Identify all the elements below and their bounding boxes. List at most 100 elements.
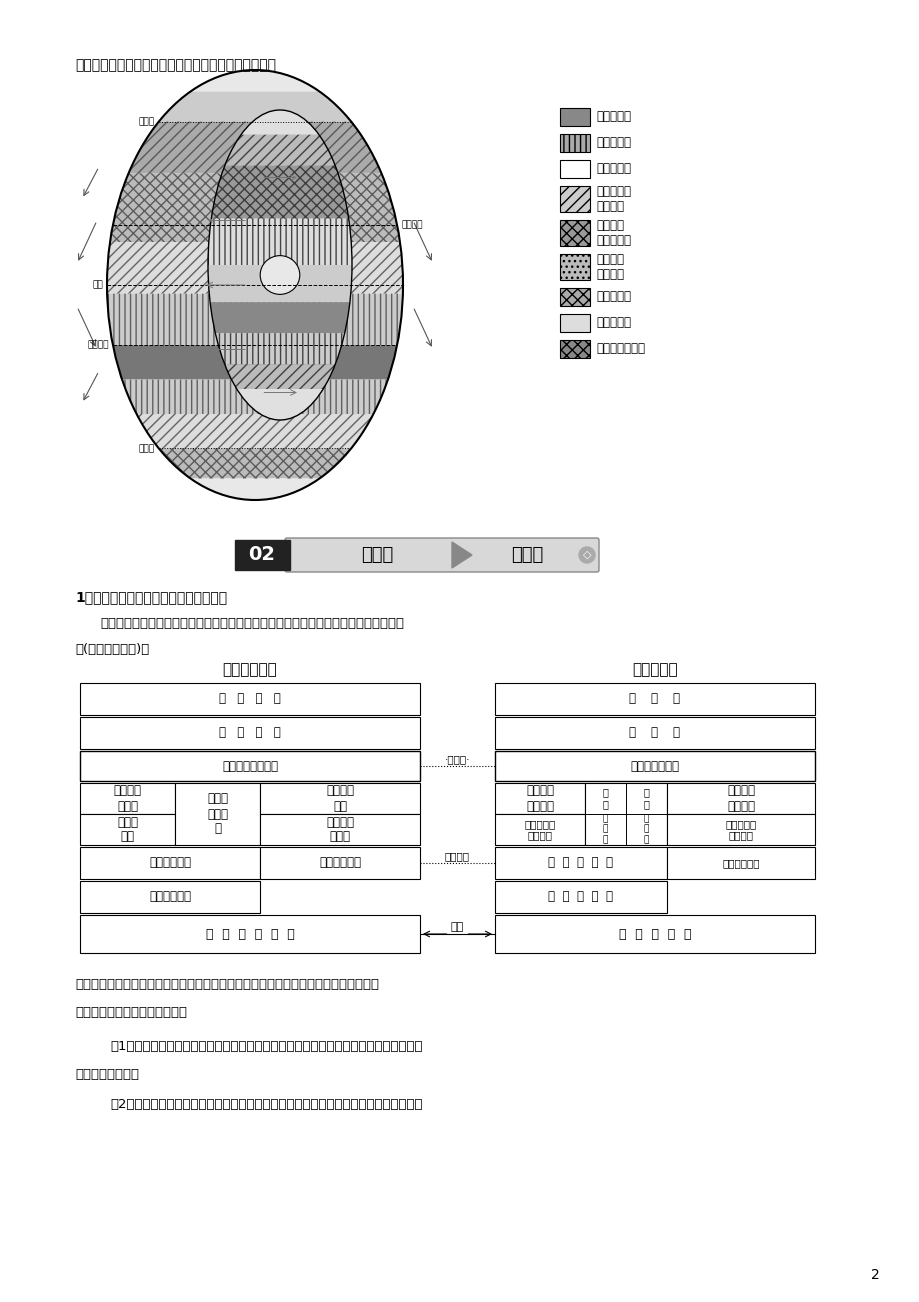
Bar — [560, 186, 589, 212]
Polygon shape — [113, 345, 397, 380]
Bar — [80, 717, 420, 749]
Bar — [260, 814, 420, 845]
Bar — [560, 288, 589, 306]
Bar — [560, 108, 589, 126]
Text: （1）相同的自然带对应的气候类型不尽相同，如温带落叶阔叶林带对应温带海洋性气候: （1）相同的自然带对应的气候类型不尽相同，如温带落叶阔叶林带对应温带海洋性气候 — [110, 1040, 422, 1053]
Text: 冰    原    带: 冰 原 带 — [629, 693, 680, 706]
Bar — [494, 783, 584, 814]
Bar — [560, 288, 589, 306]
Polygon shape — [224, 135, 335, 165]
Polygon shape — [236, 389, 323, 421]
Text: 荒
漠
带: 荒 漠 带 — [602, 814, 607, 844]
Bar — [80, 881, 260, 913]
Text: 苔    原    带: 苔 原 带 — [629, 727, 680, 740]
Text: 1．掌握陆地自然带与气候带的对应关系: 1．掌握陆地自然带与气候带的对应关系 — [75, 590, 227, 604]
Text: 北极圈: 北极圈 — [139, 117, 154, 126]
Bar — [494, 717, 814, 749]
Polygon shape — [241, 109, 319, 135]
Text: 温带季风
气候: 温带季风 气候 — [325, 785, 354, 812]
Text: 亚寒带针叶林气候: 亚寒带针叶林气候 — [221, 759, 278, 772]
Bar — [560, 220, 589, 246]
Polygon shape — [208, 266, 352, 302]
Text: 和温带季风气候。: 和温带季风气候。 — [75, 1068, 139, 1081]
Polygon shape — [129, 121, 381, 173]
Text: 热带雨林带: 热带雨林带 — [596, 111, 630, 124]
Ellipse shape — [260, 255, 300, 294]
Text: 热带季风气候: 热带季风气候 — [319, 857, 360, 870]
Bar — [494, 848, 666, 879]
Bar — [560, 340, 589, 358]
Text: 热带草原气候: 热带草原气候 — [149, 891, 191, 904]
Text: 世界气候类型: 世界气候类型 — [222, 661, 277, 677]
Bar — [560, 254, 589, 280]
Polygon shape — [208, 219, 352, 266]
Text: 带只反映水平分异规律。理想大陆自然带分布图如下：: 带只反映水平分异规律。理想大陆自然带分布图如下： — [75, 59, 276, 72]
Bar — [175, 783, 260, 845]
Text: 抓重点: 抓重点 — [360, 546, 392, 564]
Bar — [234, 540, 289, 570]
Polygon shape — [211, 165, 348, 219]
Bar — [494, 881, 666, 913]
Text: 陆地自然带: 陆地自然带 — [631, 661, 677, 677]
Text: 热  带  雨  林  带: 热 带 雨 林 带 — [618, 927, 690, 940]
Text: 不同的气候对应不同的自然带类型，不同的自然带都有与之对应的气候类型。如下图所: 不同的气候对应不同的自然带类型，不同的自然带都有与之对应的气候类型。如下图所 — [100, 617, 403, 630]
Text: 南极圈: 南极圈 — [139, 444, 154, 453]
Text: 温带落叶
阔叶林带: 温带落叶 阔叶林带 — [726, 785, 754, 812]
Text: （2）相同的气候类型对应的自然带不唯一，如温带大陆性气候对应的自然带主要为温带: （2）相同的气候类型对应的自然带不唯一，如温带大陆性气候对应的自然带主要为温带 — [110, 1098, 422, 1111]
Text: 温带草原带: 温带草原带 — [596, 290, 630, 303]
Polygon shape — [224, 365, 335, 389]
Text: 北回归线: 北回归线 — [445, 852, 470, 861]
Bar — [80, 684, 420, 715]
Bar — [494, 915, 814, 953]
Bar — [80, 915, 420, 953]
Text: 热  带  草  原  带: 热 带 草 原 带 — [548, 891, 613, 904]
Text: 亚寒带针叶林带: 亚寒带针叶林带 — [630, 759, 679, 772]
Text: 苔   原   气   候: 苔 原 气 候 — [219, 727, 280, 740]
Polygon shape — [107, 293, 403, 345]
Text: 热带荒漠带: 热带荒漠带 — [596, 163, 630, 176]
Text: 亚热带常绿
阔叶林带: 亚热带常绿 阔叶林带 — [724, 819, 755, 840]
Text: 北回归线: 北回归线 — [401, 220, 422, 229]
Text: 热带沙漠气候: 热带沙漠气候 — [149, 857, 191, 870]
Text: 温带大
陆性气
候: 温带大 陆性气 候 — [207, 793, 228, 836]
Bar — [560, 314, 589, 332]
Bar — [560, 134, 589, 152]
Polygon shape — [451, 542, 471, 568]
Text: 提能力: 提能力 — [510, 546, 542, 564]
Bar — [666, 783, 814, 814]
Bar — [560, 160, 589, 178]
Text: 亚热带常
绿阔叶林带: 亚热带常 绿阔叶林带 — [596, 219, 630, 247]
Text: 亚热带常绿
硬叶林带: 亚热带常绿 硬叶林带 — [524, 819, 555, 840]
Text: 草
原
带: 草 原 带 — [642, 814, 648, 844]
Text: 热  带  雨  林  气  候: 热 带 雨 林 气 候 — [206, 927, 294, 940]
Polygon shape — [136, 414, 373, 448]
Text: 热带草原带: 热带草原带 — [596, 137, 630, 150]
Text: 示(以北半球为例)：: 示(以北半球为例)： — [75, 643, 149, 656]
Text: 亚寒带针叶林带: 亚寒带针叶林带 — [596, 342, 644, 355]
Text: 02: 02 — [248, 546, 275, 565]
Text: 冰   原   气   候: 冰 原 气 候 — [219, 693, 280, 706]
Text: 温
带: 温 带 — [642, 788, 648, 809]
Bar — [80, 783, 175, 814]
Circle shape — [578, 547, 595, 562]
Bar — [666, 814, 814, 845]
Polygon shape — [159, 91, 351, 121]
Text: 热带季雨林带: 热带季雨林带 — [721, 858, 759, 868]
Bar — [80, 848, 260, 879]
Polygon shape — [210, 302, 349, 333]
Bar — [560, 340, 589, 358]
Text: 温带落叶
阔叶林带: 温带落叶 阔叶林带 — [596, 253, 623, 281]
Polygon shape — [107, 242, 403, 293]
Text: 赤道: 赤道 — [450, 922, 463, 932]
Bar — [666, 848, 814, 879]
Text: 亚热带常绿
硬叶林带: 亚热带常绿 硬叶林带 — [596, 185, 630, 214]
Bar — [80, 814, 175, 845]
Text: 温带荒漠带: 温带荒漠带 — [596, 316, 630, 329]
Polygon shape — [215, 333, 345, 365]
Bar — [494, 814, 584, 845]
Bar — [494, 684, 814, 715]
Text: 温带落叶
阔叶林带: 温带落叶 阔叶林带 — [526, 785, 553, 812]
Text: 壤等多种要素共同作用形成的。: 壤等多种要素共同作用形成的。 — [75, 1006, 187, 1019]
Text: 地中海
气候: 地中海 气候 — [117, 815, 138, 844]
Text: 温
带: 温 带 — [601, 788, 607, 809]
